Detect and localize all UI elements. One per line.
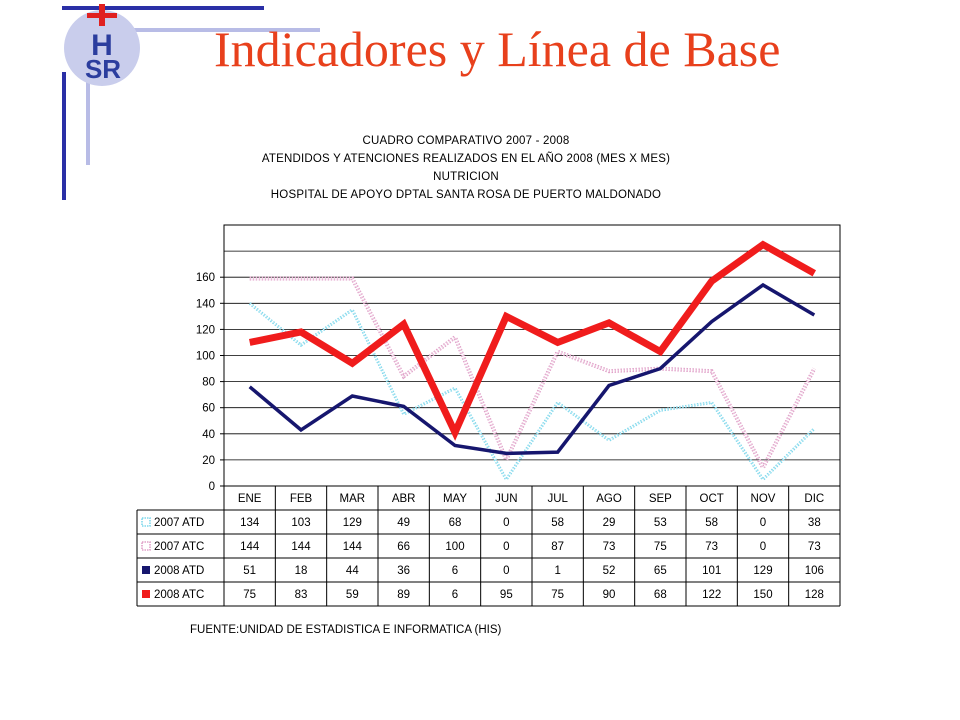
- table-cell-value: 144: [240, 541, 260, 553]
- chart-source-note: FUENTE:UNIDAD DE ESTADISTICA E INFORMATI…: [190, 624, 502, 636]
- table-cell-value: 68: [654, 589, 667, 601]
- table-cell-value: 66: [397, 541, 410, 553]
- table-cell-value: 6: [452, 589, 458, 601]
- legend-key: [142, 566, 150, 574]
- x-tick-label: MAY: [443, 493, 467, 505]
- series-line-2008-atc: [249, 240, 817, 441]
- table-cell-value: 49: [397, 517, 410, 529]
- table-cell-value: 6: [452, 565, 458, 577]
- x-tick-label: NOV: [751, 493, 776, 505]
- table-cell-value: 75: [654, 541, 667, 553]
- table-cell-value: 73: [808, 541, 821, 553]
- legend-key: [142, 590, 150, 598]
- frame-bar-left-light: [86, 30, 90, 165]
- table-cell-value: 95: [500, 589, 513, 601]
- table-cell-value: 129: [753, 565, 772, 577]
- logo-letters-top: H: [91, 29, 113, 62]
- table-cell-value: 103: [291, 517, 310, 529]
- table-cell-value: 0: [760, 517, 766, 529]
- table-cell-value: 87: [551, 541, 564, 553]
- series-line-2008-atd: [248, 282, 816, 456]
- hospital-logo: H SR: [62, 4, 320, 200]
- y-tick-label: 140: [196, 298, 215, 310]
- table-cell-value: 38: [808, 517, 821, 529]
- legend-key: [141, 541, 151, 551]
- legend-label: 2008 ATD: [154, 565, 204, 577]
- table-cell-value: 73: [705, 541, 718, 553]
- table-cell-value: 29: [603, 517, 616, 529]
- table-cell-value: 89: [397, 589, 410, 601]
- series-line-texture: [249, 302, 815, 481]
- table-cell-value: 0: [503, 565, 509, 577]
- table-cell-value: 0: [503, 517, 509, 529]
- legend-label: 2007 ATC: [154, 541, 204, 553]
- y-tick-label: 20: [202, 455, 215, 467]
- table-cell-value: 18: [295, 565, 308, 577]
- logo-circle: [64, 10, 140, 86]
- table-cell-value: 73: [603, 541, 616, 553]
- table-cell-value: 129: [343, 517, 362, 529]
- x-tick-label: FEB: [290, 493, 313, 505]
- table-cell-value: 122: [702, 589, 721, 601]
- y-tick-label: 0: [209, 481, 215, 493]
- slide-title: Indicadores y Línea de Base: [214, 21, 781, 77]
- legend-key: [141, 517, 151, 527]
- legend-label: 2007 ATD: [154, 517, 204, 529]
- table-cell-value: 75: [243, 589, 256, 601]
- table-cell-value: 59: [346, 589, 359, 601]
- y-tick-label: 60: [202, 403, 215, 415]
- chart-title-line-4: HOSPITAL DE APOYO DPTAL SANTA ROSA DE PU…: [270, 189, 662, 201]
- logo-letters-bottom: SR: [85, 54, 121, 84]
- table-cell-value: 68: [449, 517, 462, 529]
- frame-bar-top: [62, 6, 264, 10]
- x-tick-label: JUL: [547, 493, 568, 505]
- chart-title-line-1: CUADRO COMPARATIVO 2007 - 2008: [362, 135, 570, 147]
- table-cell-value: 53: [654, 517, 667, 529]
- table-cell-value: 65: [654, 565, 667, 577]
- table-cell-value: 1: [554, 565, 560, 577]
- table-cell-value: 83: [295, 589, 308, 601]
- frame-bar-top-light: [130, 28, 320, 32]
- table-cell-value: 134: [240, 517, 260, 529]
- x-tick-label: AGO: [596, 493, 622, 505]
- table-cell-value: 36: [397, 565, 410, 577]
- x-tick-label: DIC: [804, 493, 824, 505]
- x-tick-label: JUN: [495, 493, 517, 505]
- series-line-2007-atc: [249, 276, 817, 473]
- y-tick-label: 160: [196, 272, 215, 284]
- legend-label: 2008 ATC: [154, 589, 204, 601]
- chart-title-line-3: NUTRICION: [433, 171, 499, 183]
- table-cell-value: 90: [603, 589, 616, 601]
- red-cross-icon: [87, 4, 117, 26]
- x-tick-label: ENE: [238, 493, 262, 505]
- y-tick-label: 80: [202, 377, 215, 389]
- table-cell-value: 144: [291, 541, 311, 553]
- y-tick-label: 100: [196, 351, 215, 363]
- table-cell-value: 128: [805, 589, 824, 601]
- table-cell-value: 101: [702, 565, 721, 577]
- table-cell-value: 0: [503, 541, 509, 553]
- y-tick-label: 40: [202, 429, 215, 441]
- table-cell-value: 58: [551, 517, 564, 529]
- chart-title-block: CUADRO COMPARATIVO 2007 - 2008 ATENDIDOS…: [216, 132, 716, 204]
- table-cell-value: 58: [705, 517, 718, 529]
- y-tick-label: 120: [196, 324, 215, 336]
- x-tick-label: SEP: [649, 493, 672, 505]
- table-cell-value: 51: [243, 565, 256, 577]
- table-cell-value: 52: [603, 565, 616, 577]
- table-cell-value: 106: [805, 565, 824, 577]
- x-tick-label: OCT: [700, 493, 724, 505]
- chart-title-line-2: ATENDIDOS Y ATENCIONES REALIZADOS EN EL …: [261, 153, 671, 165]
- table-cell-value: 44: [346, 565, 359, 577]
- x-tick-label: ABR: [392, 493, 416, 505]
- table-cell-value: 0: [760, 541, 766, 553]
- frame-bar-left: [62, 72, 66, 200]
- table-cell-value: 100: [445, 541, 464, 553]
- table-cell-value: 150: [753, 589, 772, 601]
- table-cell-value: 75: [551, 589, 564, 601]
- x-tick-label: MAR: [340, 493, 366, 505]
- table-cell-value: 144: [343, 541, 363, 553]
